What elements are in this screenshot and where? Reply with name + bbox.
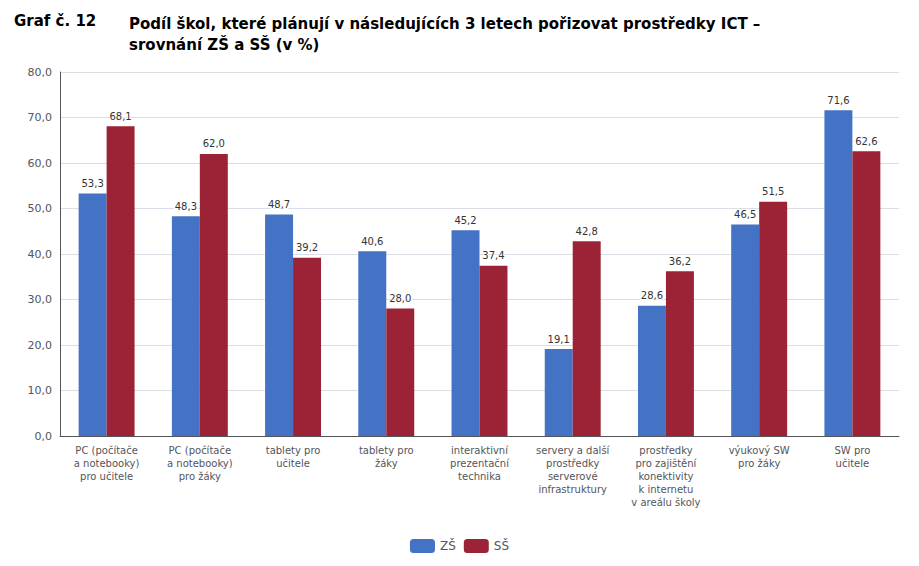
svg-text:62,6: 62,6 [855, 136, 877, 147]
svg-text:36,2: 36,2 [669, 256, 691, 267]
svg-text:prostředky: prostředky [639, 445, 692, 456]
svg-text:60,0: 60,0 [28, 157, 53, 170]
svg-text:Podíl škol, které plánují v ná: Podíl škol, které plánují v následujícíc… [129, 15, 760, 33]
svg-text:28,0: 28,0 [389, 293, 411, 304]
svg-text:učitele: učitele [276, 458, 310, 469]
svg-text:učitele: učitele [836, 458, 870, 469]
svg-text:serverové: serverové [548, 471, 598, 482]
svg-text:tablety pro: tablety pro [359, 445, 414, 456]
svg-text:45,2: 45,2 [454, 215, 476, 226]
svg-text:interaktivní: interaktivní [451, 445, 509, 456]
svg-text:53,3: 53,3 [81, 178, 103, 189]
svg-text:SW pro: SW pro [834, 445, 870, 456]
svg-text:SŠ: SŠ [494, 538, 509, 553]
svg-text:srovnání ZŠ a SŠ (v %): srovnání ZŠ a SŠ (v %) [129, 35, 319, 54]
svg-text:servery a další: servery a další [536, 445, 611, 456]
svg-text:a notebooky): a notebooky) [167, 458, 233, 469]
svg-text:19,1: 19,1 [548, 334, 570, 345]
svg-text:39,2: 39,2 [296, 242, 318, 253]
svg-text:37,4: 37,4 [482, 250, 504, 261]
svg-text:Graf č. 12: Graf č. 12 [14, 12, 96, 30]
svg-text:a notebooky): a notebooky) [74, 458, 140, 469]
svg-text:40,0: 40,0 [28, 248, 53, 261]
svg-text:30,0: 30,0 [28, 293, 53, 306]
svg-text:71,6: 71,6 [827, 95, 849, 106]
svg-text:80,0: 80,0 [28, 66, 53, 79]
svg-text:PC (počítače: PC (počítače [75, 445, 138, 456]
svg-text:46,5: 46,5 [734, 209, 756, 220]
svg-text:51,5: 51,5 [762, 186, 784, 197]
svg-text:PC (počítače: PC (počítače [169, 445, 232, 456]
svg-text:k internetu: k internetu [639, 484, 694, 495]
svg-text:68,1: 68,1 [109, 111, 131, 122]
svg-text:62,0: 62,0 [203, 138, 225, 149]
svg-text:42,8: 42,8 [576, 226, 598, 237]
svg-text:40,6: 40,6 [361, 236, 383, 247]
svg-text:28,6: 28,6 [641, 290, 663, 301]
svg-text:70,0: 70,0 [28, 111, 53, 124]
svg-text:výukový SW: výukový SW [729, 445, 790, 456]
svg-text:0,0: 0,0 [35, 430, 53, 443]
svg-text:infrastruktury: infrastruktury [538, 484, 607, 495]
svg-text:v areálu školy: v areálu školy [631, 497, 700, 508]
svg-text:pro učitele: pro učitele [80, 471, 133, 482]
svg-text:konektivity: konektivity [638, 471, 693, 482]
svg-text:48,3: 48,3 [175, 201, 197, 212]
svg-text:ZŠ: ZŠ [440, 538, 456, 553]
svg-text:10,0: 10,0 [28, 384, 53, 397]
svg-text:50,0: 50,0 [28, 202, 53, 215]
svg-text:48,7: 48,7 [268, 199, 290, 210]
svg-text:pro zajištění: pro zajištění [636, 458, 698, 469]
svg-text:pro žáky: pro žáky [179, 471, 221, 482]
svg-text:žáky: žáky [375, 458, 398, 469]
svg-text:tablety pro: tablety pro [266, 445, 321, 456]
svg-text:pro žáky: pro žáky [738, 458, 780, 469]
svg-text:20,0: 20,0 [28, 339, 53, 352]
svg-text:technika: technika [458, 471, 501, 482]
svg-text:prostředky: prostředky [546, 458, 599, 469]
svg-text:prezentační: prezentační [450, 458, 510, 469]
